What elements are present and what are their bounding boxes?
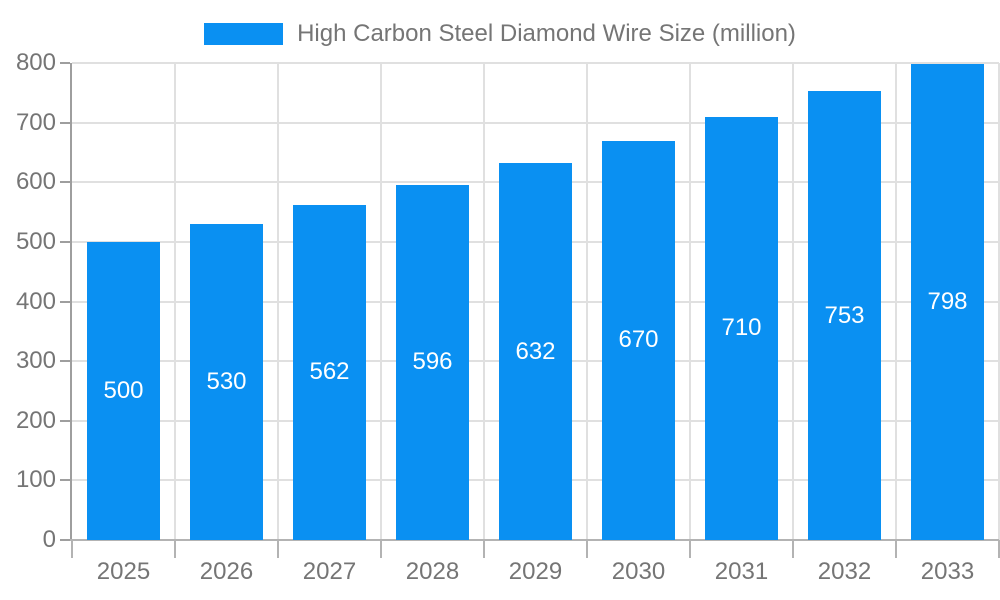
x-axis-tick: [277, 540, 279, 558]
y-tick-label-800: 800: [15, 49, 56, 76]
y-tick-label-700: 700: [15, 108, 56, 136]
x-tick-label-2026: 2026: [199, 558, 254, 585]
gridline-horizontal: [72, 121, 999, 124]
y-tick-label-600: 600: [15, 168, 56, 196]
bar-2030[interactable]: [602, 140, 675, 540]
x-axis-tick: [895, 540, 897, 558]
legend-swatch: [204, 23, 284, 45]
x-axis-tick: [998, 540, 1000, 558]
bar-2025[interactable]: [87, 241, 160, 540]
x-axis-tick: [689, 540, 691, 558]
gridline-vertical: [174, 63, 176, 540]
y-axis-tick: [60, 240, 70, 243]
y-axis-tick: [60, 62, 70, 64]
bar-value-label: 670: [618, 326, 659, 354]
y-tick-label-400: 400: [15, 287, 56, 315]
gridline-vertical: [895, 63, 897, 540]
bar-value-label: 632: [515, 337, 556, 365]
bar-2033[interactable]: [911, 64, 984, 540]
x-axis-line: [70, 539, 999, 541]
x-tick-label-2031: 2031: [714, 558, 769, 585]
y-tick-label-200: 200: [15, 406, 56, 434]
x-axis-tick: [174, 540, 176, 558]
bar-2029[interactable]: [499, 163, 572, 540]
bar-2028[interactable]: [396, 184, 469, 540]
bar-value-label: 562: [309, 358, 350, 386]
x-tick-label-2028: 2028: [405, 558, 460, 585]
gridline-horizontal: [72, 62, 999, 64]
gridline-vertical: [483, 63, 485, 540]
y-axis-tick: [60, 539, 70, 541]
gridline-vertical: [586, 63, 588, 540]
x-tick-label-2027: 2027: [302, 558, 357, 585]
gridline-vertical: [277, 63, 279, 540]
x-axis-tick: [792, 540, 794, 558]
y-axis-tick: [60, 300, 70, 303]
y-axis-tick: [60, 121, 70, 124]
y-tick-label-100: 100: [15, 466, 56, 494]
gridline-vertical: [998, 63, 1000, 540]
legend[interactable]: High Carbon Steel Diamond Wire Size (mil…: [0, 20, 1000, 47]
x-tick-label-2029: 2029: [508, 558, 563, 585]
bar-value-label: 798: [927, 288, 968, 316]
bar-value-label: 530: [206, 367, 247, 395]
y-tick-label-300: 300: [15, 347, 56, 375]
y-axis-tick: [60, 479, 70, 482]
x-axis-tick: [483, 540, 485, 558]
gridline-vertical: [689, 63, 691, 540]
x-tick-label-2032: 2032: [817, 558, 872, 585]
y-tick-label-0: 0: [42, 526, 56, 553]
x-axis-tick: [71, 540, 73, 558]
bar-2026[interactable]: [190, 223, 263, 540]
bar-2032[interactable]: [808, 91, 881, 540]
x-tick-label-2030: 2030: [611, 558, 666, 585]
x-axis-tick: [586, 540, 588, 558]
bar-value-label: 500: [103, 376, 144, 404]
x-axis-tick: [380, 540, 382, 558]
legend-label: High Carbon Steel Diamond Wire Size (mil…: [297, 20, 796, 47]
y-axis-line: [70, 63, 72, 540]
y-tick-label-500: 500: [15, 227, 56, 255]
bar-value-label: 753: [824, 301, 865, 329]
x-tick-label-2025: 2025: [96, 558, 151, 585]
y-axis-tick: [60, 419, 70, 422]
bar-2027[interactable]: [293, 204, 366, 540]
gridline-vertical: [792, 63, 794, 540]
y-axis-tick: [60, 181, 70, 184]
x-tick-label-2033: 2033: [920, 558, 975, 585]
bar-value-label: 596: [412, 348, 453, 376]
bar-value-label: 710: [721, 314, 762, 342]
y-axis-tick: [60, 360, 70, 363]
gridline-vertical: [380, 63, 382, 540]
bar-2031[interactable]: [705, 116, 778, 540]
